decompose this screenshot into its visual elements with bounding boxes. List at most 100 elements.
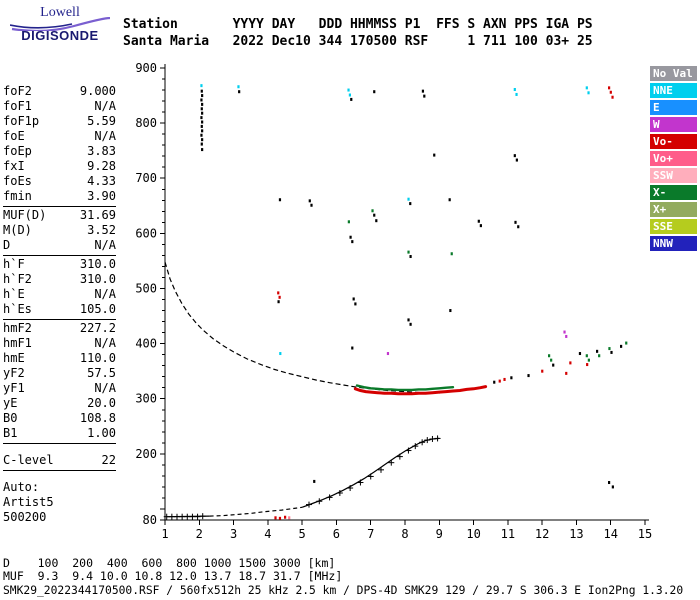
echo-dot xyxy=(313,479,316,483)
param-row: M(D) 3.52 xyxy=(3,223,116,238)
param-value: N/A xyxy=(94,99,116,113)
echo-dot xyxy=(620,344,623,348)
param-value: 1.00 xyxy=(87,426,116,440)
x-axis-tick-label: 7 xyxy=(367,527,374,541)
echo-dot xyxy=(201,111,204,115)
profile-f-region xyxy=(301,437,440,508)
y-axis-tick-label: 200 xyxy=(135,447,157,461)
param-label: h`F2 xyxy=(3,272,32,286)
legend-nnw: NNW xyxy=(650,236,697,251)
param-text: Artist5 xyxy=(3,495,54,509)
echo-dot xyxy=(277,300,280,304)
echo-dot xyxy=(308,199,311,203)
echo-dot xyxy=(585,86,588,90)
echo-dot xyxy=(610,350,613,354)
echo-dot xyxy=(503,377,506,381)
param-row: yE 20.0 xyxy=(3,396,116,411)
x-axis-tick-label: 4 xyxy=(264,527,271,541)
param-separator xyxy=(3,443,116,444)
echo-dot xyxy=(409,322,412,326)
y-axis-tick-label: 400 xyxy=(135,337,157,351)
y-axis-tick-label: 500 xyxy=(135,281,157,295)
param-value: 20.0 xyxy=(87,396,116,410)
echo-dot xyxy=(548,354,551,358)
x-axis-tick-label: 6 xyxy=(333,527,340,541)
echo-dot xyxy=(288,516,291,520)
echo-dot xyxy=(608,481,611,485)
param-label: C-level xyxy=(3,453,54,467)
x-mode-trace xyxy=(355,384,455,392)
echo-dot xyxy=(284,515,287,519)
echo-dot xyxy=(200,89,203,93)
x-axis-tick-label: 11 xyxy=(501,527,515,541)
echo-dot xyxy=(274,516,277,520)
param-label: foE xyxy=(3,129,25,143)
param-row: fmin 3.90 xyxy=(3,189,116,204)
echo-dot xyxy=(352,297,355,301)
echo-dot xyxy=(200,124,203,128)
echo-dot xyxy=(373,213,376,217)
param-row: h`Es 105.0 xyxy=(3,302,116,317)
legend-nne: NNE xyxy=(650,83,697,98)
echo-dot xyxy=(477,219,480,223)
echo-dot xyxy=(407,250,410,254)
param-row: foF1p 5.59 xyxy=(3,114,116,129)
o-mode-trace xyxy=(353,385,488,396)
param-value: 108.8 xyxy=(79,411,116,425)
logo-digisonde-text: DIGISONDE xyxy=(21,28,99,43)
param-row: yF1 N/A xyxy=(3,381,116,396)
param-group: C-level 22 xyxy=(3,453,116,468)
param-label: foF2 xyxy=(3,84,32,98)
param-label: yF1 xyxy=(3,381,25,395)
echo-dot xyxy=(278,295,281,299)
param-separator xyxy=(3,470,116,471)
echo-dot xyxy=(514,220,517,224)
echo-dot xyxy=(608,86,611,90)
param-row: foF2 9.000 xyxy=(3,84,116,99)
echo-dot xyxy=(200,107,203,111)
echo-dot xyxy=(515,158,518,162)
echo-dot xyxy=(527,374,530,378)
param-row: foE N/A xyxy=(3,129,116,144)
echo-dot xyxy=(237,85,240,89)
legend-sse: SSE xyxy=(650,219,697,234)
param-row: foF1 N/A xyxy=(3,99,116,114)
param-row: h`E N/A xyxy=(3,287,116,302)
param-row: MUF(D) 31.69 xyxy=(3,208,116,223)
param-separator xyxy=(3,206,116,207)
echo-dot xyxy=(449,309,452,313)
x-axis-tick-label: 3 xyxy=(230,527,237,541)
legend-w: W xyxy=(650,117,697,132)
param-value: 310.0 xyxy=(79,257,116,271)
echo-dot xyxy=(200,98,203,102)
legend-ssw: SSW xyxy=(650,168,697,183)
echo-dot xyxy=(421,89,425,93)
echo-dot xyxy=(407,318,410,322)
param-label: foEs xyxy=(3,174,32,188)
param-value: 3.83 xyxy=(87,144,116,158)
y-axis-tick-label: 600 xyxy=(135,226,157,240)
echo-dot xyxy=(569,361,572,365)
y-axis-tick-label: 700 xyxy=(135,171,157,185)
x-axis-tick-label: 2 xyxy=(196,527,203,541)
param-row: fxI 9.28 xyxy=(3,159,116,174)
profile-valley-dashed xyxy=(209,506,303,517)
param-label: D xyxy=(3,238,11,252)
echo-dot xyxy=(510,376,513,380)
legend-vo+: Vo+ xyxy=(650,151,697,166)
header-column-titles: Station YYYY DAY DDD HHMMSS P1 FFS S AXN… xyxy=(123,17,593,32)
echo-dot xyxy=(493,380,496,384)
echo-dot xyxy=(541,369,544,373)
param-value: 5.59 xyxy=(87,114,116,128)
logo-lowell-text: Lowell xyxy=(40,5,80,20)
param-value: 310.0 xyxy=(79,272,116,286)
echo-dot xyxy=(201,148,204,152)
echo-dot xyxy=(349,235,352,239)
y-axis-tick-label: 900 xyxy=(135,61,157,75)
x-axis-tick-label: 15 xyxy=(638,527,652,541)
echo-dot xyxy=(611,95,614,99)
param-row: foEp 3.83 xyxy=(3,144,116,159)
echo-dot xyxy=(479,224,482,228)
echo-dot xyxy=(409,255,412,259)
